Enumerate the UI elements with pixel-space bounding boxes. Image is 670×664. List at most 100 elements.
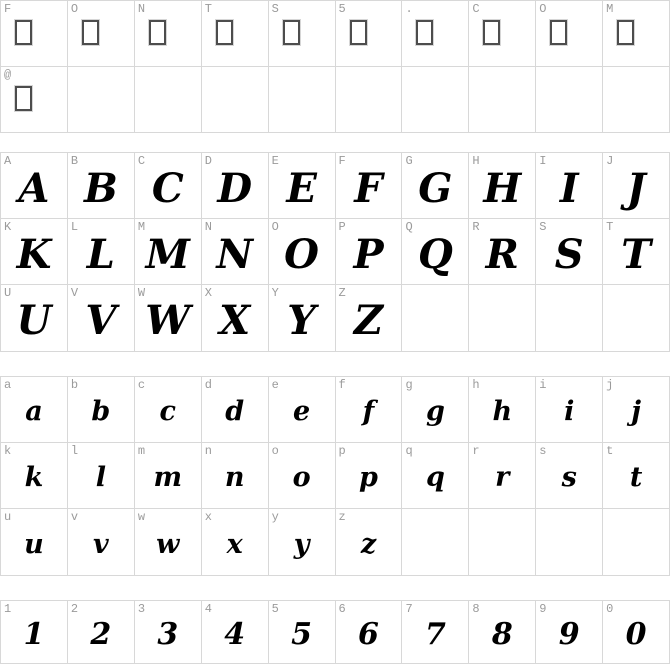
cell-label: j [606, 378, 614, 392]
glyph: a [25, 396, 43, 427]
notdef-box-icon [15, 20, 32, 45]
cell-label: 5 [338, 2, 346, 16]
glyph: l [95, 462, 106, 493]
cell-label: E [271, 154, 279, 168]
cell-label: z [338, 510, 346, 524]
cell-label: W [137, 286, 146, 300]
cell-label: C [137, 154, 146, 168]
cell-label: D [204, 154, 212, 168]
glyph: 2 [90, 617, 112, 652]
glyph: O [284, 230, 319, 278]
glyph: Q [417, 230, 453, 278]
cell-label: Y [271, 286, 279, 300]
glyph: Z [353, 297, 384, 344]
glyph-cell-S: S [269, 1, 336, 66]
glyph: k [24, 462, 44, 493]
glyph: m [153, 462, 183, 493]
glyph-cell-O: O [536, 1, 604, 66]
glyph-cell-O: O [68, 1, 135, 66]
empty-cell [68, 67, 135, 132]
cell-label: @ [4, 68, 12, 82]
cell-label: k [4, 444, 12, 458]
glyph: i [564, 396, 575, 427]
glyph: K [16, 230, 52, 278]
cell-label: O [70, 2, 79, 16]
glyph: F [354, 164, 383, 212]
cell-label: U [4, 286, 12, 300]
cell-label: f [338, 378, 346, 392]
glyph: s [561, 462, 577, 493]
glyph: o [292, 462, 311, 493]
cell-label: b [70, 378, 79, 392]
empty-cell [536, 509, 604, 575]
notdef-box-icon [148, 20, 166, 45]
glyph: j [631, 396, 641, 427]
cell-label: S [539, 220, 547, 234]
glyph: x [226, 528, 243, 560]
cell-label: M [137, 220, 146, 234]
glyph: 8 [491, 617, 513, 652]
glyph: C [151, 164, 184, 212]
glyph-cell-@: @ [1, 67, 68, 132]
cell-label: 5 [271, 602, 279, 616]
cell-label: p [338, 444, 346, 458]
symbols-row-2: @ [1, 67, 669, 132]
glyph: b [91, 396, 111, 427]
cell-label: M [606, 2, 614, 16]
glyph: 4 [224, 617, 246, 652]
symbols-row-1: F O N T S 5. C O M [1, 1, 669, 67]
cell-label: l [70, 444, 79, 458]
cell-label: c [137, 378, 146, 392]
glyph: t [629, 462, 643, 493]
cell-label: 1 [4, 602, 12, 616]
glyph: H [483, 164, 522, 212]
cell-label: 6 [338, 602, 346, 616]
cell-label: 9 [539, 602, 547, 616]
empty-cell [603, 67, 669, 132]
glyph: U [16, 297, 52, 344]
cell-label: T [204, 2, 212, 16]
cell-label: h [472, 378, 480, 392]
empty-cell [469, 285, 537, 351]
glyph: R [485, 230, 519, 278]
glyph-cell-5: 5 [336, 1, 403, 66]
cell-label: K [4, 220, 12, 234]
cell-label: o [271, 444, 279, 458]
glyph: I [559, 164, 579, 212]
empty-cell [603, 285, 669, 351]
empty-cell [402, 67, 470, 132]
glyph: 3 [157, 617, 179, 652]
cell-label: y [271, 510, 279, 524]
glyph-cell-T: T [202, 1, 269, 66]
empty-cell [202, 67, 269, 132]
